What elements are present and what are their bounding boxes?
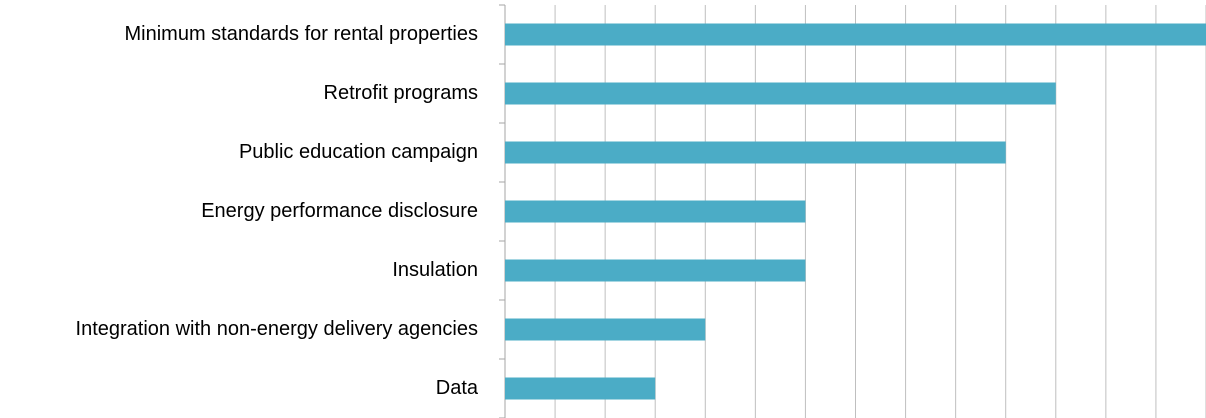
- bar: [505, 377, 656, 400]
- y-tick-label: Retrofit programs: [324, 82, 479, 104]
- bar: [505, 318, 706, 341]
- bar: [505, 259, 806, 282]
- y-tick-label: Integration with non-energy delivery age…: [76, 318, 478, 340]
- bar: [505, 23, 1206, 46]
- y-tick-label: Energy performance disclosure: [201, 200, 478, 222]
- y-tick-label: Public education campaign: [239, 141, 478, 163]
- bar: [505, 200, 806, 223]
- y-tick-label: Insulation: [392, 259, 478, 281]
- y-tick-label: Minimum standards for rental properties: [125, 23, 478, 45]
- bar: [505, 82, 1056, 105]
- y-tick-label: Data: [436, 377, 479, 399]
- bar: [505, 141, 1006, 164]
